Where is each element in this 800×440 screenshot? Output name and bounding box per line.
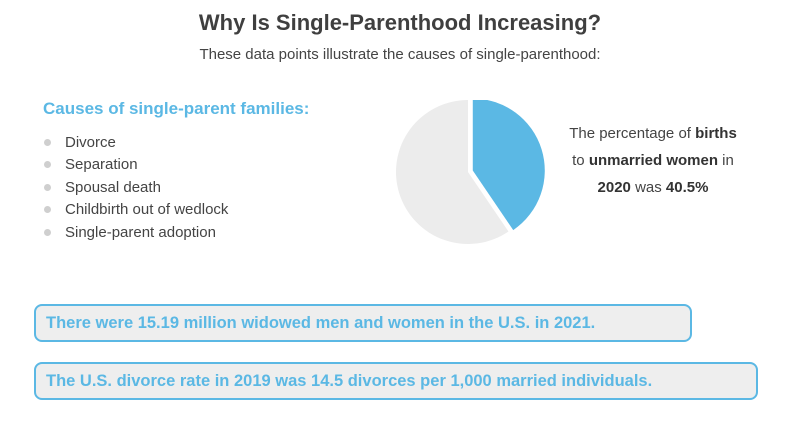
caption-text: The percentage of [569, 125, 696, 142]
list-item-label: Childbirth out of wedlock [65, 201, 229, 219]
caption-bold: 40.5% [665, 179, 709, 196]
list-item-label: Single-parent adoption [65, 223, 216, 241]
list-item: Single-parent adoption [44, 221, 228, 244]
caption-text: in [718, 152, 734, 169]
pie-slice [472, 100, 545, 231]
bullet-icon [44, 228, 51, 236]
callout-widowed: There were 15.19 million widowed men and… [34, 304, 692, 342]
bullet-icon [44, 161, 51, 169]
list-item-label: Divorce [65, 133, 116, 151]
list-item: Divorce [44, 131, 228, 154]
bullet-icon [44, 183, 51, 191]
list-item: Separation [44, 154, 228, 177]
caption-text: to [572, 152, 589, 169]
callout-divorce: The U.S. divorce rate in 2019 was 14.5 d… [34, 362, 758, 400]
callout-text: There were 15.19 million widowed men and… [46, 313, 596, 332]
list-item-label: Spousal death [65, 178, 161, 196]
caption-text: was [630, 179, 666, 196]
caption-bold: 2020 [597, 179, 631, 196]
list-item-label: Separation [65, 156, 138, 174]
callout-text: The U.S. divorce rate in 2019 was 14.5 d… [46, 371, 653, 390]
pie-slice [396, 100, 509, 245]
causes-heading: Causes of single-parent families: [43, 99, 310, 118]
list-item: Spousal death [44, 176, 228, 199]
caption-bold: unmarried women [588, 152, 719, 169]
causes-list: Divorce Separation Spousal death Childbi… [44, 131, 228, 244]
pie-caption: The percentage of births to unmarried wo… [548, 120, 758, 201]
bullet-icon [44, 138, 51, 146]
list-item: Childbirth out of wedlock [44, 199, 228, 222]
caption-bold: births [695, 125, 737, 142]
page-title: Why Is Single-Parenthood Increasing? [198, 10, 602, 35]
pie-chart [396, 100, 545, 245]
bullet-icon [44, 206, 51, 214]
page-subtitle: These data points illustrate the causes … [199, 46, 601, 63]
